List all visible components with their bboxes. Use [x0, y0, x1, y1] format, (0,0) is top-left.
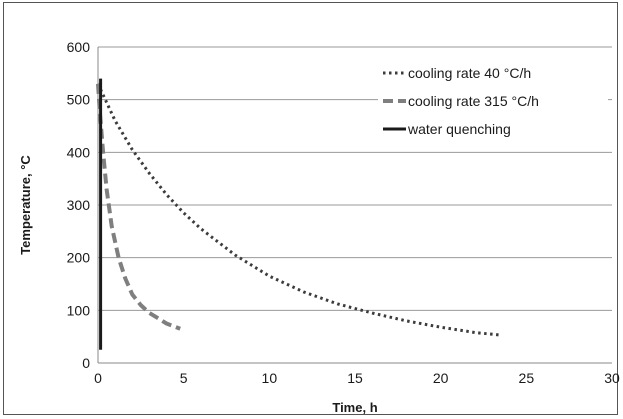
series-lines [96, 78, 501, 350]
y-tick-label: 500 [67, 92, 91, 108]
y-tick-label: 300 [67, 197, 91, 213]
y-tick-label: 100 [67, 302, 91, 318]
y-axis-ticks: 0 100 200 300 400 500 600 [67, 39, 91, 371]
x-tick-label: 30 [604, 370, 620, 386]
x-tick-label: 20 [433, 370, 449, 386]
gridlines [98, 46, 612, 311]
series-line-0 [96, 83, 501, 337]
legend: cooling rate 40 °C/h cooling rate 315 °C… [378, 58, 608, 148]
x-tick-label: 0 [94, 370, 102, 386]
x-axis-ticks: 0 5 10 15 20 25 30 [94, 370, 620, 386]
y-axis-title: Temperature, °C [18, 155, 33, 255]
legend-label-cooling-315: cooling rate 315 °C/h [408, 93, 539, 109]
x-tick-label: 10 [262, 370, 278, 386]
legend-background [378, 58, 608, 148]
y-tick-label: 600 [67, 39, 91, 55]
x-tick-label: 15 [347, 370, 363, 386]
y-tick-label: 0 [82, 355, 90, 371]
y-tick-label: 400 [67, 144, 91, 160]
legend-label-cooling-40: cooling rate 40 °C/h [408, 65, 531, 81]
y-tick-label: 200 [67, 250, 91, 266]
x-tick-label: 25 [519, 370, 535, 386]
series-line-1 [96, 83, 181, 331]
legend-label-water-quenching: water quenching [407, 121, 511, 137]
x-tick-label: 5 [180, 370, 188, 386]
x-axis-title: Time, h [332, 400, 377, 415]
